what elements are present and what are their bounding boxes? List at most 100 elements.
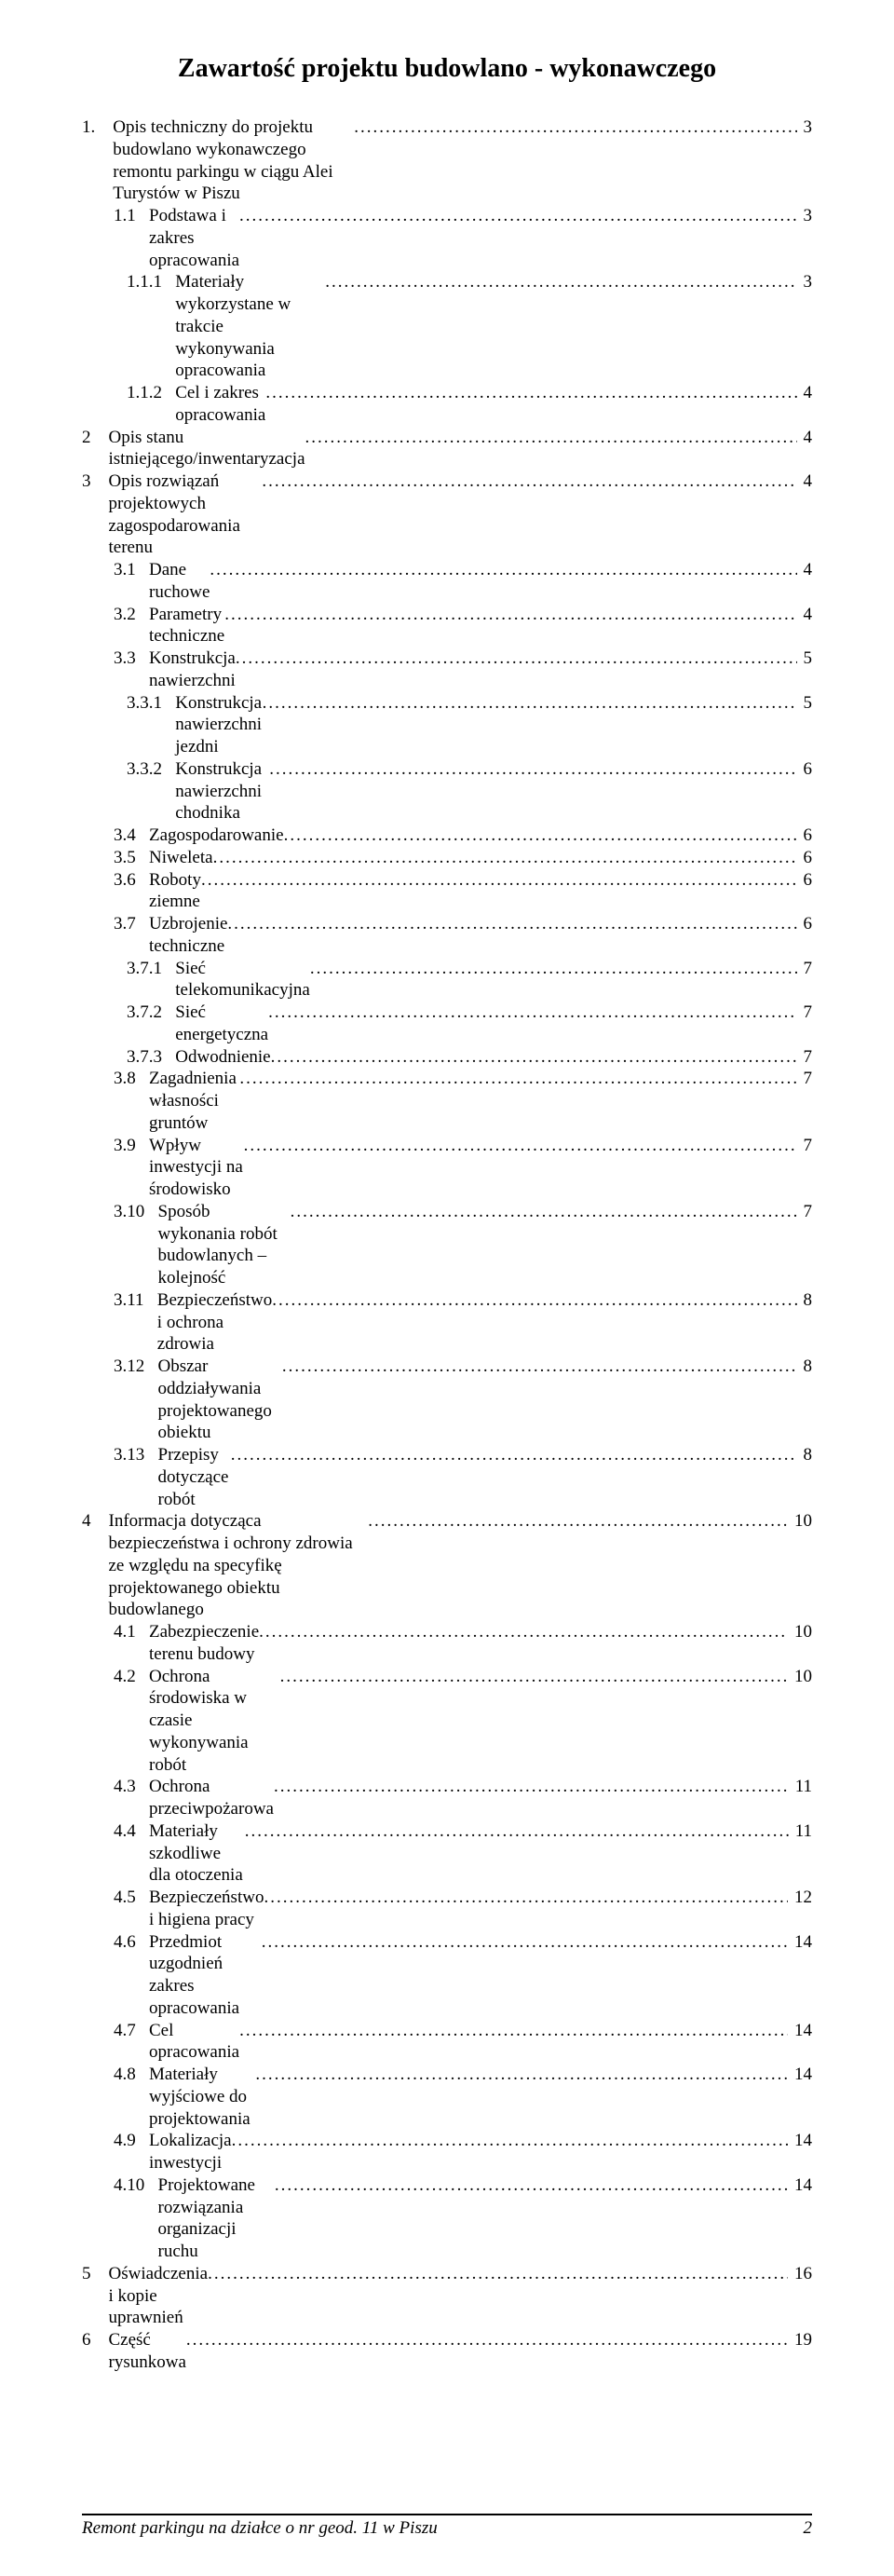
toc-page: 10 bbox=[792, 1510, 812, 1533]
toc-number: 3.3 bbox=[114, 647, 136, 670]
toc-leader bbox=[263, 692, 797, 715]
toc-number: 3.9 bbox=[114, 1135, 136, 1157]
toc-page: 4 bbox=[802, 427, 813, 449]
toc-label: Niweleta bbox=[149, 847, 213, 869]
toc-label: Przedmiot uzgodnień zakres opracowania bbox=[149, 1931, 262, 2020]
toc-number: 4 bbox=[82, 1510, 91, 1533]
toc-label: Opis techniczny do projektu budowlano wy… bbox=[113, 116, 354, 205]
toc-entry: 3.8 Zagadnienia własności gruntów 7 bbox=[82, 1068, 812, 1134]
toc-leader bbox=[325, 271, 796, 293]
page-title: Zawartość projektu budowlano - wykonawcz… bbox=[82, 52, 812, 85]
toc-entry: 3.4 Zagospodarowanie 6 bbox=[82, 825, 812, 847]
toc-page: 3 bbox=[802, 116, 813, 139]
toc-entry: 4.2 Ochrona środowiska w czasie wykonywa… bbox=[82, 1666, 812, 1777]
toc-label: Zabezpieczenie terenu budowy bbox=[149, 1621, 259, 1666]
toc-leader bbox=[272, 1289, 797, 1312]
toc-number: 4.8 bbox=[114, 2064, 136, 2086]
toc-number: 4.10 bbox=[114, 2174, 144, 2197]
toc-label: Ochrona środowiska w czasie wykonywania … bbox=[149, 1666, 280, 1777]
toc-number: 3.13 bbox=[114, 1444, 144, 1466]
toc-page: 4 bbox=[801, 470, 812, 493]
toc-label: Podstawa i zakres opracowania bbox=[149, 205, 239, 271]
toc-leader bbox=[210, 559, 796, 581]
toc-entry: 5 Oświadczenia i kopie uprawnień 16 bbox=[82, 2263, 812, 2329]
toc-label: Obszar oddziaływania projektowanego obie… bbox=[158, 1356, 282, 1444]
toc-number: 3.10 bbox=[114, 1201, 144, 1223]
toc-label: Oświadczenia i kopie uprawnień bbox=[109, 2263, 209, 2329]
toc-leader bbox=[186, 2329, 788, 2351]
toc-label: Część rysunkowa bbox=[109, 2329, 186, 2374]
toc-label: Opis stanu istniejącego/inwentaryzacja bbox=[109, 427, 305, 471]
toc-number: 3.7.3 bbox=[127, 1046, 162, 1069]
toc-number: 3.7.2 bbox=[127, 1002, 162, 1024]
toc-page: 14 bbox=[792, 2174, 812, 2197]
toc-label: Projektowane rozwiązania organizacji ruc… bbox=[158, 2174, 275, 2263]
toc-number: 1.1.2 bbox=[127, 382, 162, 404]
toc-leader bbox=[275, 2174, 788, 2197]
toc-entry: 3.1 Dane ruchowe 4 bbox=[82, 559, 812, 604]
toc-number: 1.1.1 bbox=[127, 271, 162, 293]
toc-leader bbox=[265, 382, 796, 404]
toc-label: Cel opracowania bbox=[149, 2020, 239, 2065]
toc-number: 3.12 bbox=[114, 1356, 144, 1378]
footer: Remont parkingu na działce o nr geod. 11… bbox=[82, 2517, 812, 2540]
toc-label: Sposób wykonania robót budowlanych – kol… bbox=[158, 1201, 291, 1289]
toc-leader bbox=[208, 2263, 788, 2285]
toc-page: 3 bbox=[802, 271, 813, 293]
toc-number: 3.8 bbox=[114, 1068, 136, 1090]
toc-label: Opis rozwiązań projektowych zagospodarow… bbox=[109, 470, 263, 559]
toc-label: Sieć telekomunikacyjna bbox=[175, 958, 310, 1002]
toc-number: 4.1 bbox=[114, 1621, 136, 1643]
toc-page: 19 bbox=[792, 2329, 812, 2351]
toc-page: 14 bbox=[792, 1931, 812, 1954]
toc-label: Dane ruchowe bbox=[149, 559, 210, 604]
toc-label: Konstrukcja nawierzchni chodnika bbox=[175, 758, 269, 825]
toc-label: Cel i zakres opracowania bbox=[175, 382, 265, 427]
toc-entry: 3.6 Roboty ziemne 6 bbox=[82, 869, 812, 914]
toc-page: 7 bbox=[802, 1135, 813, 1157]
toc-number: 3.2 bbox=[114, 604, 136, 626]
toc-page: 16 bbox=[792, 2263, 812, 2285]
toc-leader bbox=[232, 2130, 789, 2152]
toc-page: 10 bbox=[792, 1666, 812, 1688]
toc-entry: 3.2 Parametry techniczne 4 bbox=[82, 604, 812, 648]
toc-page: 6 bbox=[802, 913, 813, 935]
toc-number: 3.6 bbox=[114, 869, 136, 892]
toc-page: 4 bbox=[802, 559, 813, 581]
footer-page-number: 2 bbox=[804, 2517, 813, 2540]
toc-leader bbox=[244, 1135, 797, 1157]
toc-entry: 4 Informacja dotycząca bezpieczeństwa i … bbox=[82, 1510, 812, 1621]
toc-leader bbox=[262, 1931, 789, 1954]
toc-leader bbox=[227, 913, 796, 935]
footer-separator bbox=[82, 2514, 812, 2515]
toc-number: 4.6 bbox=[114, 1931, 136, 1954]
toc-entry: 3.3.1 Konstrukcja nawierzchni jezdni 5 bbox=[82, 692, 812, 758]
toc-label: Bezpieczeństwo i ochrona zdrowia bbox=[157, 1289, 272, 1356]
toc-entry: 4.9 Lokalizacja inwestycji 14 bbox=[82, 2130, 812, 2174]
toc-label: Roboty ziemne bbox=[149, 869, 201, 914]
toc-entry: 3.3 Konstrukcja nawierzchni 5 bbox=[82, 647, 812, 692]
toc-leader bbox=[264, 1887, 788, 1909]
toc-leader bbox=[284, 825, 797, 847]
toc-entry: 4.8 Materiały wyjściowe do projektowania… bbox=[82, 2064, 812, 2130]
toc-page: 6 bbox=[802, 825, 813, 847]
toc-page: 14 bbox=[792, 2130, 812, 2152]
toc-entry: 3.13 Przepisy dotyczące robót 8 bbox=[82, 1444, 812, 1510]
toc-page: 5 bbox=[802, 692, 813, 715]
toc-page: 7 bbox=[802, 1201, 813, 1223]
toc-leader bbox=[310, 958, 797, 980]
toc-number: 5 bbox=[82, 2263, 91, 2285]
toc-leader bbox=[280, 1666, 789, 1688]
toc-leader bbox=[224, 604, 797, 626]
toc-number: 4.5 bbox=[114, 1887, 136, 1909]
toc-number: 3.1 bbox=[114, 559, 136, 581]
toc-number: 2 bbox=[82, 427, 91, 449]
toc-label: Konstrukcja nawierzchni jezdni bbox=[175, 692, 262, 758]
toc-entry: 1. Opis techniczny do projektu budowlano… bbox=[82, 116, 812, 205]
toc-entry: 3.7.3 Odwodnienie 7 bbox=[82, 1046, 812, 1069]
toc-entry: 1.1.2 Cel i zakres opracowania 4 bbox=[82, 382, 812, 427]
toc-leader bbox=[255, 2064, 788, 2086]
toc-entry: 3.12 Obszar oddziaływania projektowanego… bbox=[82, 1356, 812, 1444]
toc-entry: 3.7.2 Sieć energetyczna 7 bbox=[82, 1002, 812, 1046]
toc-number: 1. bbox=[82, 116, 95, 139]
